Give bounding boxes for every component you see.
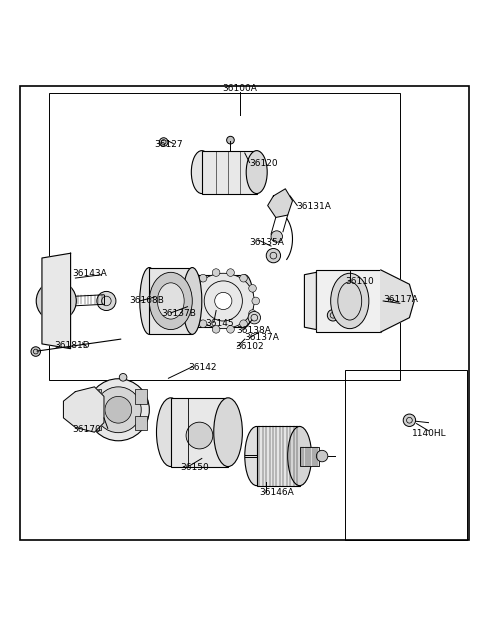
Circle shape	[240, 274, 247, 282]
Bar	[90, 409, 99, 418]
Circle shape	[249, 310, 256, 317]
Circle shape	[403, 414, 416, 427]
Circle shape	[190, 310, 198, 317]
Circle shape	[74, 399, 93, 418]
Circle shape	[97, 291, 116, 310]
Circle shape	[87, 379, 149, 441]
Circle shape	[199, 320, 207, 327]
Bar	[149, 268, 192, 334]
Bar	[135, 415, 147, 430]
Polygon shape	[268, 189, 292, 217]
Ellipse shape	[246, 151, 267, 194]
Polygon shape	[381, 270, 414, 332]
Bar	[90, 415, 101, 430]
Ellipse shape	[214, 398, 242, 466]
Text: 36117A: 36117A	[383, 294, 418, 304]
Circle shape	[248, 312, 261, 324]
Circle shape	[190, 284, 198, 292]
Text: 36102: 36102	[235, 342, 264, 351]
Text: 36146A: 36146A	[259, 488, 294, 497]
Circle shape	[159, 138, 168, 147]
Text: 36145: 36145	[205, 319, 234, 329]
Text: 36138A: 36138A	[237, 326, 272, 335]
Bar	[90, 390, 99, 399]
Ellipse shape	[245, 427, 269, 486]
Circle shape	[396, 298, 408, 309]
Polygon shape	[304, 273, 316, 330]
Circle shape	[212, 269, 220, 276]
Circle shape	[36, 281, 76, 321]
Ellipse shape	[149, 273, 192, 330]
Circle shape	[327, 309, 339, 321]
Ellipse shape	[288, 427, 312, 486]
Bar	[316, 270, 381, 332]
Circle shape	[316, 450, 328, 462]
Ellipse shape	[140, 268, 159, 334]
Text: 36170: 36170	[72, 425, 101, 434]
Bar	[197, 274, 245, 327]
Text: 36100A: 36100A	[223, 84, 257, 93]
Text: 36137B: 36137B	[161, 309, 196, 319]
Ellipse shape	[192, 151, 212, 194]
Text: 36168B: 36168B	[129, 296, 164, 306]
Circle shape	[271, 231, 282, 242]
Text: 36142: 36142	[189, 363, 217, 372]
Bar	[345, 370, 467, 540]
Ellipse shape	[183, 268, 202, 334]
Bar	[202, 151, 257, 194]
Circle shape	[96, 387, 141, 433]
Circle shape	[50, 295, 62, 307]
Circle shape	[227, 325, 234, 333]
Circle shape	[266, 248, 281, 263]
Circle shape	[252, 297, 260, 305]
Text: 36150: 36150	[180, 463, 209, 473]
Circle shape	[105, 396, 132, 423]
Circle shape	[307, 274, 313, 281]
Circle shape	[44, 289, 68, 313]
Circle shape	[212, 325, 220, 333]
Text: 36127: 36127	[154, 140, 183, 150]
Polygon shape	[42, 253, 71, 348]
Text: 36120: 36120	[250, 159, 278, 168]
Bar	[90, 389, 101, 404]
Ellipse shape	[192, 273, 254, 329]
Ellipse shape	[331, 273, 369, 329]
Bar	[257, 427, 300, 486]
Bar	[49, 93, 400, 379]
Bar	[300, 446, 319, 466]
Circle shape	[227, 137, 234, 144]
Circle shape	[215, 292, 232, 309]
Circle shape	[31, 347, 40, 356]
Text: 36137A: 36137A	[244, 333, 279, 342]
Text: 36181D: 36181D	[54, 342, 89, 350]
Ellipse shape	[236, 274, 253, 327]
Circle shape	[199, 274, 207, 282]
Text: 1140HL: 1140HL	[412, 429, 446, 438]
Ellipse shape	[189, 274, 205, 327]
Ellipse shape	[156, 398, 185, 466]
Circle shape	[187, 297, 195, 305]
Circle shape	[227, 269, 234, 276]
Bar	[135, 389, 147, 404]
Circle shape	[240, 320, 247, 327]
Circle shape	[249, 284, 256, 292]
Circle shape	[307, 319, 313, 326]
Text: 36135A: 36135A	[250, 238, 285, 247]
Text: 36143A: 36143A	[72, 269, 107, 278]
Circle shape	[186, 422, 213, 449]
Text: 36110: 36110	[345, 278, 374, 286]
Polygon shape	[63, 387, 104, 432]
Text: 36131A: 36131A	[296, 202, 331, 211]
Circle shape	[119, 373, 127, 381]
Bar	[171, 398, 228, 466]
Ellipse shape	[157, 283, 184, 319]
